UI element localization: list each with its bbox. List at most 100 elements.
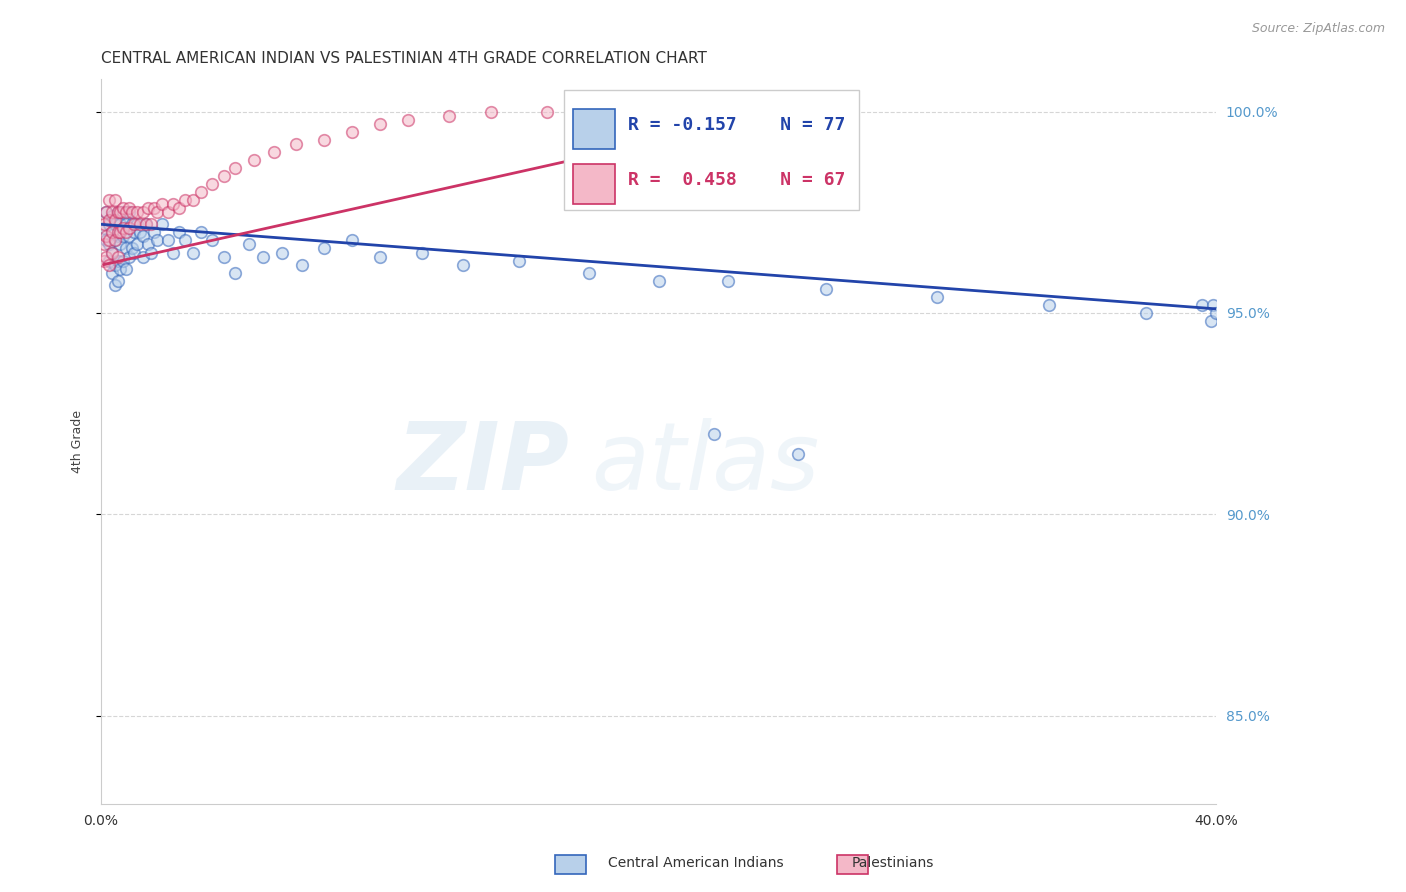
- Point: [647, 274, 669, 288]
- Point: [167, 226, 190, 240]
- Point: [136, 201, 159, 215]
- Point: [150, 217, 173, 231]
- Point: [104, 234, 127, 248]
- Point: [285, 136, 308, 151]
- Point: [479, 104, 502, 119]
- Point: [98, 258, 121, 272]
- Point: [814, 282, 837, 296]
- Text: Source: ZipAtlas.com: Source: ZipAtlas.com: [1251, 22, 1385, 36]
- Point: [439, 109, 461, 123]
- Point: [453, 258, 475, 272]
- Point: [139, 245, 162, 260]
- Point: [118, 229, 141, 244]
- Point: [368, 117, 391, 131]
- Point: [162, 245, 184, 260]
- Point: [212, 169, 235, 183]
- Point: [104, 234, 127, 248]
- Point: [592, 104, 614, 119]
- Point: [759, 104, 782, 119]
- Point: [101, 209, 124, 223]
- Point: [112, 205, 135, 219]
- Point: [121, 205, 143, 219]
- Point: [263, 145, 285, 159]
- FancyBboxPatch shape: [572, 109, 614, 149]
- Point: [96, 234, 118, 248]
- Point: [181, 193, 204, 207]
- Point: [312, 133, 335, 147]
- Point: [689, 104, 711, 119]
- Point: [93, 217, 115, 231]
- Point: [101, 245, 124, 260]
- Point: [238, 237, 260, 252]
- Point: [142, 226, 165, 240]
- Point: [107, 205, 129, 219]
- Point: [156, 234, 179, 248]
- Point: [98, 253, 121, 268]
- Point: [112, 221, 135, 235]
- Point: [703, 426, 725, 441]
- Point: [110, 205, 132, 219]
- Point: [107, 274, 129, 288]
- Point: [578, 266, 600, 280]
- Point: [787, 447, 810, 461]
- Point: [1191, 298, 1213, 312]
- Point: [121, 242, 143, 256]
- Point: [96, 205, 118, 219]
- Point: [132, 229, 155, 244]
- Point: [115, 226, 138, 240]
- Point: [96, 229, 118, 244]
- Point: [173, 193, 195, 207]
- Point: [121, 217, 143, 231]
- Point: [1199, 314, 1222, 328]
- Point: [101, 226, 124, 240]
- Point: [115, 242, 138, 256]
- Point: [508, 253, 530, 268]
- Point: [112, 229, 135, 244]
- Point: [127, 217, 149, 231]
- Point: [167, 201, 190, 215]
- Point: [252, 250, 274, 264]
- Point: [107, 229, 129, 244]
- Point: [101, 205, 124, 219]
- Point: [312, 242, 335, 256]
- Point: [107, 253, 129, 268]
- Point: [201, 234, 224, 248]
- Point: [124, 226, 146, 240]
- Point: [243, 153, 266, 167]
- Point: [107, 205, 129, 219]
- Point: [717, 104, 740, 119]
- Point: [340, 234, 363, 248]
- Point: [927, 290, 949, 304]
- Point: [132, 250, 155, 264]
- Point: [96, 250, 118, 264]
- Point: [396, 112, 419, 127]
- Point: [536, 104, 558, 119]
- Point: [101, 266, 124, 280]
- Point: [93, 253, 115, 268]
- Point: [129, 217, 152, 231]
- FancyBboxPatch shape: [555, 855, 586, 874]
- Point: [1205, 306, 1227, 320]
- Point: [145, 205, 167, 219]
- Point: [104, 258, 127, 272]
- Point: [156, 205, 179, 219]
- Point: [112, 253, 135, 268]
- Point: [124, 217, 146, 231]
- Point: [212, 250, 235, 264]
- Point: [96, 205, 118, 219]
- Point: [731, 104, 754, 119]
- Point: [745, 104, 768, 119]
- Text: atlas: atlas: [592, 418, 820, 509]
- Point: [224, 161, 246, 175]
- Point: [110, 237, 132, 252]
- Point: [132, 205, 155, 219]
- Text: CENTRAL AMERICAN INDIAN VS PALESTINIAN 4TH GRADE CORRELATION CHART: CENTRAL AMERICAN INDIAN VS PALESTINIAN 4…: [101, 51, 707, 66]
- Point: [115, 217, 138, 231]
- FancyBboxPatch shape: [572, 164, 614, 203]
- Point: [101, 226, 124, 240]
- Point: [134, 217, 156, 231]
- Point: [110, 261, 132, 276]
- Point: [93, 237, 115, 252]
- Point: [340, 125, 363, 139]
- Point: [150, 197, 173, 211]
